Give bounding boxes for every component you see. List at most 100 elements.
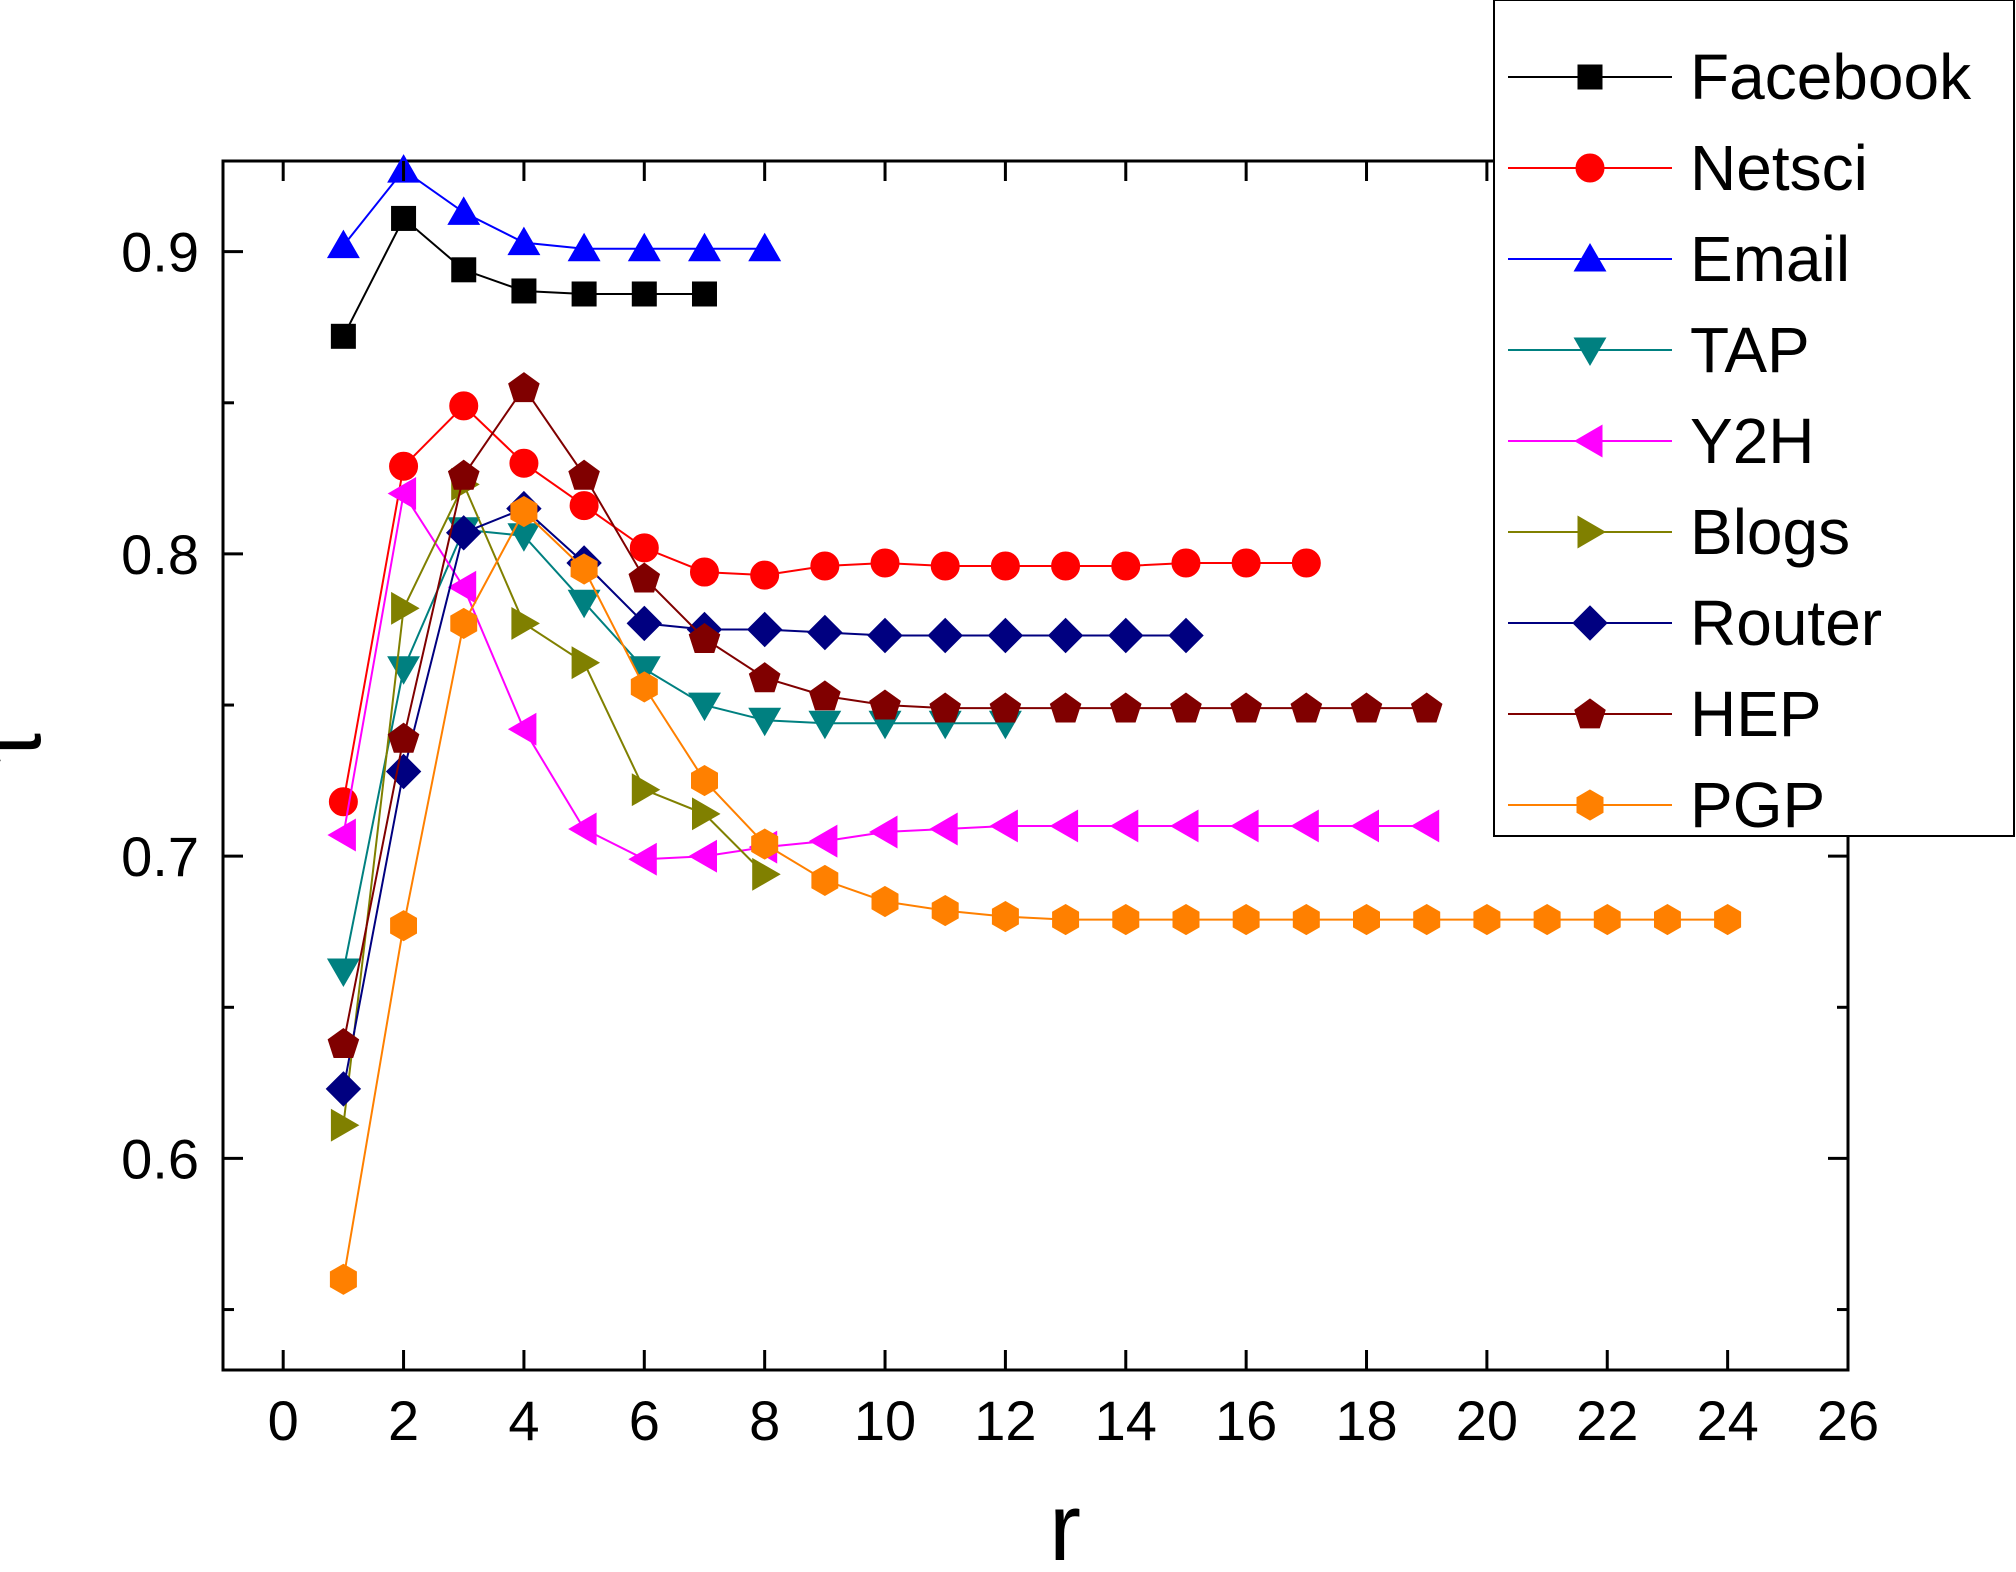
x-tick-label: 20 bbox=[1456, 1389, 1518, 1452]
data-point-pgp bbox=[1172, 904, 1200, 936]
x-tick-label: 26 bbox=[1817, 1389, 1879, 1452]
legend-item-pgp: PGP bbox=[1508, 769, 1825, 841]
data-point-y2h bbox=[628, 842, 657, 876]
data-point-netsci bbox=[1291, 548, 1321, 578]
data-point-router bbox=[325, 1071, 362, 1107]
data-point-facebook bbox=[391, 205, 417, 231]
data-point-y2h bbox=[1350, 809, 1379, 843]
data-point-pgp bbox=[1473, 904, 1501, 936]
series-pgp bbox=[329, 496, 1742, 1295]
series-email bbox=[326, 154, 782, 262]
x-tick-label: 18 bbox=[1335, 1389, 1397, 1452]
data-point-router bbox=[867, 617, 903, 654]
data-point-y2h bbox=[387, 477, 417, 510]
data-point-pgp bbox=[390, 910, 417, 942]
data-point-hep bbox=[508, 372, 540, 403]
data-point-email bbox=[688, 232, 721, 262]
legend-item-facebook: Facebook bbox=[1508, 41, 1972, 113]
data-point-y2h bbox=[1230, 809, 1259, 843]
legend-item-tap: TAP bbox=[1508, 314, 1810, 386]
data-point-y2h bbox=[1290, 809, 1319, 843]
data-point-blogs bbox=[391, 591, 420, 625]
data-point-pgp bbox=[991, 901, 1019, 933]
x-tick-label: 22 bbox=[1576, 1389, 1638, 1452]
x-tick-label: 16 bbox=[1215, 1389, 1277, 1452]
legend-label: Email bbox=[1690, 223, 1850, 295]
legend-box bbox=[1493, 0, 2015, 837]
data-point-blogs bbox=[752, 857, 781, 891]
data-point-hep bbox=[1170, 692, 1202, 723]
data-point-netsci bbox=[930, 551, 960, 581]
data-point-hep bbox=[989, 692, 1022, 723]
data-point-netsci bbox=[509, 448, 539, 478]
x-tick-label: 6 bbox=[629, 1389, 660, 1452]
x-axis-label: r bbox=[1049, 1474, 1081, 1572]
data-point-netsci bbox=[1171, 548, 1201, 578]
data-point-email bbox=[567, 232, 601, 262]
data-point-y2h bbox=[869, 815, 898, 849]
y-axis-label: τ bbox=[0, 727, 59, 762]
data-point-netsci bbox=[810, 551, 840, 581]
data-point-y2h bbox=[1169, 809, 1199, 843]
data-point-facebook bbox=[511, 278, 537, 304]
data-point-pgp bbox=[1052, 904, 1080, 936]
data-point-pgp bbox=[510, 496, 538, 528]
data-point-router bbox=[626, 605, 663, 642]
data-point-y2h bbox=[1109, 809, 1139, 843]
legend-item-blogs: Blogs bbox=[1508, 496, 1850, 568]
legend-item-y2h: Y2H bbox=[1508, 405, 1815, 477]
data-point-pgp bbox=[329, 1263, 357, 1295]
legend-item-router: Router bbox=[1508, 587, 1882, 659]
data-point-pgp bbox=[1292, 904, 1320, 936]
series-line-tap bbox=[342, 528, 1006, 972]
data-point-netsci bbox=[629, 533, 659, 563]
axes-layer: 0 2 4 6 8 10 12 14 16 18 20 22 24 260.60.70.80.9 bbox=[121, 161, 1879, 1452]
data-point-router bbox=[927, 617, 963, 654]
x-tick-label: 2 bbox=[388, 1389, 419, 1452]
data-point-netsci bbox=[328, 787, 358, 817]
data-point-email bbox=[447, 196, 481, 225]
data-point-tap bbox=[567, 589, 601, 619]
data-point-email bbox=[627, 232, 661, 262]
data-point-router bbox=[1168, 617, 1204, 654]
data-point-hep bbox=[1410, 692, 1443, 723]
data-point-pgp bbox=[811, 864, 839, 896]
data-point-tap bbox=[748, 707, 782, 737]
data-point-email bbox=[507, 226, 541, 256]
data-point-blogs bbox=[692, 797, 721, 831]
x-tick-label: 12 bbox=[974, 1389, 1036, 1452]
data-point-hep bbox=[1110, 692, 1142, 723]
legend-label: Facebook bbox=[1690, 41, 1972, 113]
legend-marker bbox=[1574, 424, 1603, 458]
legend-item-email: Email bbox=[1508, 223, 1850, 295]
data-point-hep bbox=[387, 722, 420, 753]
series-netsci bbox=[328, 391, 1321, 817]
data-point-router bbox=[746, 611, 783, 648]
data-point-pgp bbox=[630, 671, 658, 703]
data-point-facebook bbox=[631, 281, 657, 307]
series-y2h bbox=[327, 477, 1440, 876]
data-point-router bbox=[1047, 617, 1084, 654]
legend-marker bbox=[1575, 153, 1605, 183]
legend-label: Y2H bbox=[1690, 405, 1815, 477]
legend-label: Router bbox=[1690, 587, 1882, 659]
x-tick-label: 0 bbox=[268, 1389, 299, 1452]
data-point-pgp bbox=[450, 607, 478, 639]
data-point-tap bbox=[808, 710, 842, 740]
data-point-hep bbox=[568, 459, 600, 490]
legend-label: TAP bbox=[1690, 314, 1810, 386]
data-point-hep bbox=[929, 692, 961, 723]
x-tick-label: 24 bbox=[1696, 1389, 1758, 1452]
x-tick-label: 10 bbox=[854, 1389, 916, 1452]
legend-marker bbox=[1573, 337, 1607, 366]
y-tick-label: 0.7 bbox=[121, 825, 199, 888]
legend-marker bbox=[1577, 64, 1603, 90]
data-point-hep bbox=[1350, 692, 1383, 723]
data-point-facebook bbox=[451, 257, 477, 283]
data-point-y2h bbox=[1410, 809, 1440, 843]
data-point-blogs bbox=[631, 773, 661, 807]
data-point-pgp bbox=[1353, 904, 1380, 936]
data-point-netsci bbox=[569, 491, 599, 521]
legend-item-netsci: Netsci bbox=[1508, 132, 1868, 204]
data-point-router bbox=[987, 617, 1024, 654]
